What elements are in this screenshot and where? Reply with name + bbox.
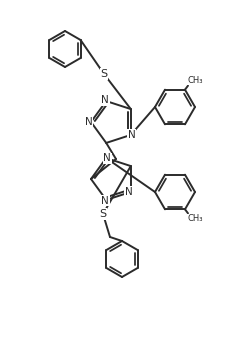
Text: CH₃: CH₃: [187, 76, 202, 85]
Text: N: N: [85, 117, 93, 127]
Text: N: N: [101, 196, 109, 206]
Text: N: N: [128, 130, 136, 140]
Text: N: N: [103, 153, 111, 163]
Text: S: S: [99, 209, 106, 219]
Text: S: S: [100, 69, 108, 79]
Text: CH₃: CH₃: [187, 214, 202, 223]
Text: N: N: [101, 95, 109, 105]
Text: N: N: [125, 187, 133, 197]
